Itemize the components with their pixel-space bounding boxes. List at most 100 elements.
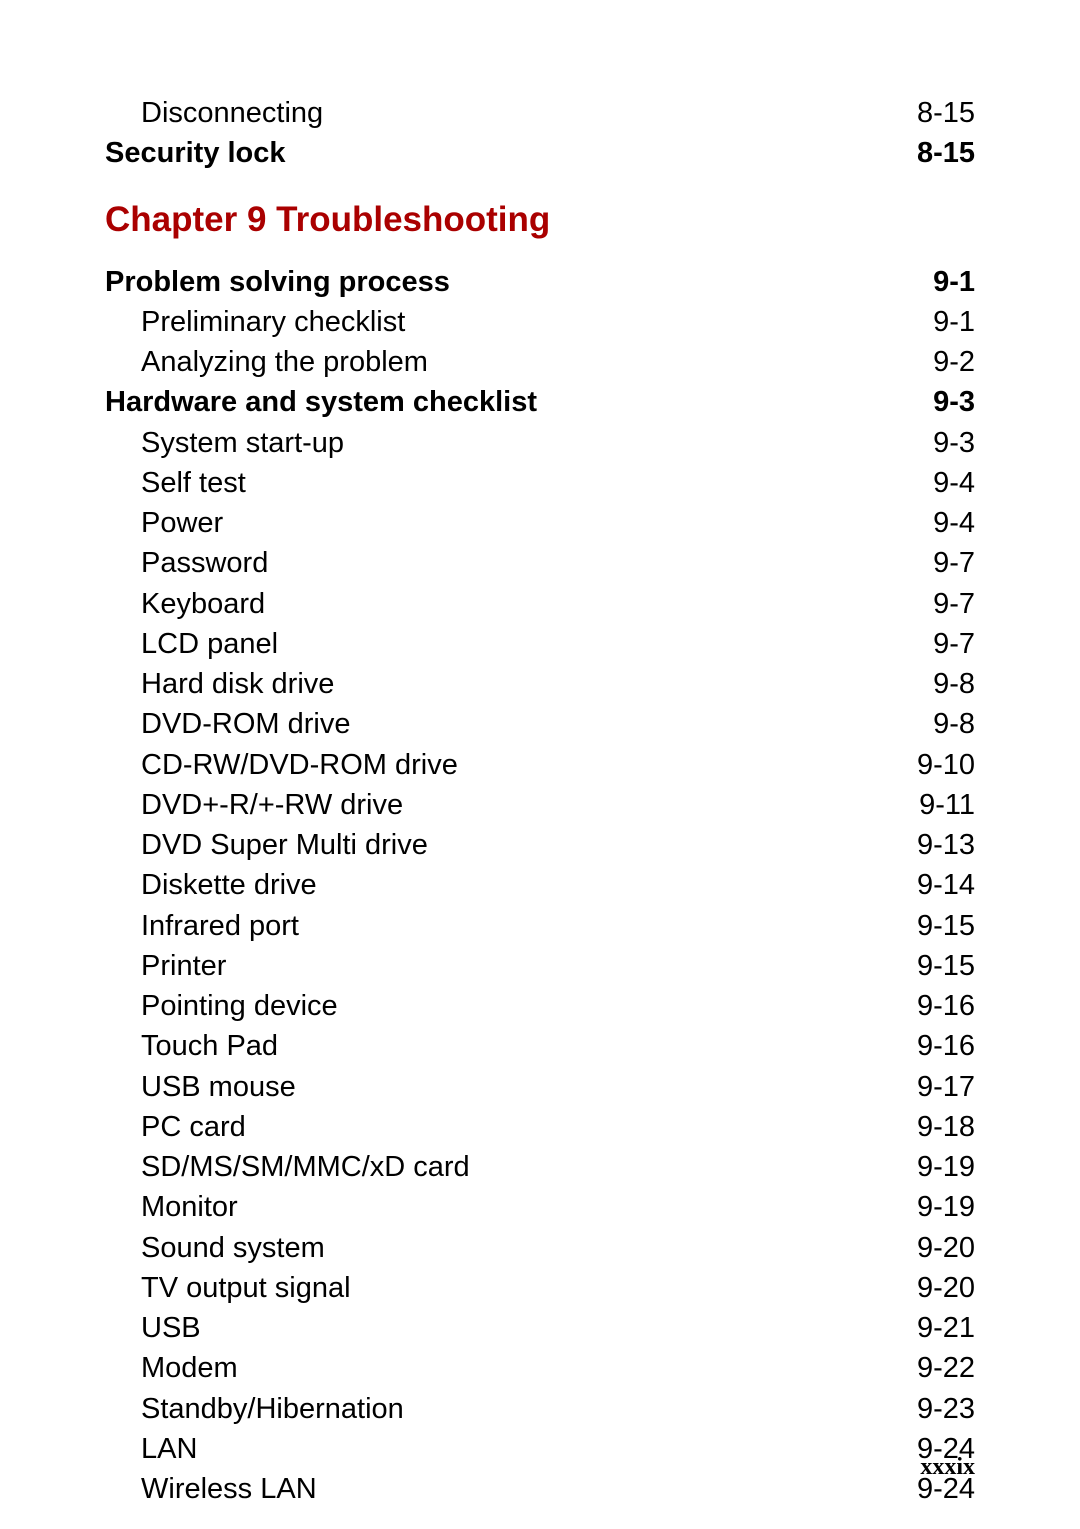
toc-row: Wireless LAN9-24	[141, 1471, 975, 1507]
toc-row: Preliminary checklist 9-1	[141, 304, 975, 340]
toc-row: DVD-ROM drive 9-8	[141, 706, 975, 742]
toc-row: Diskette drive 9-14	[141, 867, 975, 903]
toc-label: Sound system	[141, 1230, 325, 1266]
toc-page-ref: 9-19	[917, 1189, 975, 1225]
toc-label: LAN	[141, 1431, 197, 1467]
toc-row: USB mouse 9-17	[141, 1069, 975, 1105]
toc-row: Pointing device 9-16	[141, 988, 975, 1024]
toc-page-ref: 9-16	[917, 1028, 975, 1064]
toc-page-ref: 9-15	[917, 908, 975, 944]
toc-row: LCD panel 9-7	[141, 626, 975, 662]
toc-row: System start-up 9-3	[141, 425, 975, 461]
toc-row: TV output signal 9-20	[141, 1270, 975, 1306]
toc-page-ref: 9-7	[933, 545, 975, 581]
toc-row: Hardware and system checklist 9-3	[105, 384, 975, 420]
toc-page-ref: 9-15	[917, 948, 975, 984]
toc-row: SD/MS/SM/MMC/xD card 9-19	[141, 1149, 975, 1185]
toc-row: Self test 9-4	[141, 465, 975, 501]
toc-page-ref: 9-17	[917, 1069, 975, 1105]
toc-page-ref: 9-14	[917, 867, 975, 903]
toc-label: Infrared port	[141, 908, 299, 944]
toc-page-ref: 9-8	[933, 706, 975, 742]
toc-page-ref: 9-20	[917, 1230, 975, 1266]
toc-row: Infrared port 9-15	[141, 908, 975, 944]
toc-label: Keyboard	[141, 586, 265, 622]
toc-label: DVD Super Multi drive	[141, 827, 428, 863]
toc-label: Power	[141, 505, 223, 541]
toc-page-ref: 9-21	[917, 1310, 975, 1346]
toc-label: Pointing device	[141, 988, 338, 1024]
toc-page-ref: 9-1	[933, 304, 975, 340]
toc-label: Hard disk drive	[141, 666, 334, 702]
toc-page-ref: 9-3	[933, 425, 975, 461]
toc-page-ref: 9-3	[933, 384, 975, 420]
toc-label: SD/MS/SM/MMC/xD card	[141, 1149, 470, 1185]
toc-page-ref: 9-18	[917, 1109, 975, 1145]
toc-label: Disconnecting	[141, 95, 323, 131]
toc-row: Touch Pad 9-16	[141, 1028, 975, 1064]
toc-label: USB	[141, 1310, 201, 1346]
toc-page-ref: 9-16	[917, 988, 975, 1024]
toc-page-ref: 9-23	[917, 1391, 975, 1427]
toc-row: Hard disk drive 9-8	[141, 666, 975, 702]
toc-row: CD-RW/DVD-ROM drive 9-10	[141, 747, 975, 783]
toc-page-ref: 9-4	[933, 505, 975, 541]
toc-page-ref: 9-1	[933, 264, 975, 300]
toc-page-ref: 8-15	[917, 135, 975, 171]
toc-page-ref: 9-4	[933, 465, 975, 501]
toc-label: CD-RW/DVD-ROM drive	[141, 747, 458, 783]
toc-row: Security lock 8-15	[105, 135, 975, 171]
toc-page-ref: 9-7	[933, 626, 975, 662]
toc-page-ref: 9-10	[917, 747, 975, 783]
toc-page: Disconnecting8-15 Security lock 8-15 Chapt…	[0, 0, 1080, 1529]
toc-row: Printer 9-15	[141, 948, 975, 984]
toc-label: Problem solving process	[105, 264, 450, 300]
toc-page-ref: 9-11	[919, 787, 975, 823]
toc-label: Hardware and system checklist	[105, 384, 537, 420]
toc-row: DVD+-R/+-RW drive 9-11	[141, 787, 975, 823]
toc-label: Self test	[141, 465, 246, 501]
toc-row: Monitor 9-19	[141, 1189, 975, 1225]
toc-page-ref: 9-20	[917, 1270, 975, 1306]
toc-label: Diskette drive	[141, 867, 317, 903]
toc-label: Printer	[141, 948, 226, 984]
toc-row: Modem 9-22	[141, 1350, 975, 1386]
toc-label: Modem	[141, 1350, 238, 1386]
toc-row: USB 9-21	[141, 1310, 975, 1346]
toc-label: Standby/Hibernation	[141, 1391, 404, 1427]
toc-label: LCD panel	[141, 626, 278, 662]
toc-label: Preliminary checklist	[141, 304, 405, 340]
toc-label: USB mouse	[141, 1069, 296, 1105]
toc-row: Standby/Hibernation 9-23	[141, 1391, 975, 1427]
toc-label: PC card	[141, 1109, 246, 1145]
toc-row: Problem solving process 9-1	[105, 264, 975, 300]
toc-page-ref: 9-7	[933, 586, 975, 622]
toc-page-ref: 9-13	[917, 827, 975, 863]
toc-row: Disconnecting8-15	[141, 95, 975, 131]
toc-page-ref: 9-22	[917, 1350, 975, 1386]
toc-main-list: Problem solving process9-1Preliminary ch…	[105, 264, 975, 1508]
toc-label: System start-up	[141, 425, 344, 461]
toc-row: Keyboard 9-7	[141, 586, 975, 622]
toc-row: Analyzing the problem 9-2	[141, 344, 975, 380]
toc-label: Analyzing the problem	[141, 344, 428, 380]
toc-label: Touch Pad	[141, 1028, 278, 1064]
toc-row: PC card 9-18	[141, 1109, 975, 1145]
chapter-heading: Chapter 9 Troubleshooting	[105, 200, 975, 240]
toc-row: LAN9-24	[141, 1431, 975, 1467]
toc-label: Security lock	[105, 135, 286, 171]
toc-page-ref: 9-19	[917, 1149, 975, 1185]
toc-row: Power 9-4	[141, 505, 975, 541]
toc-row: DVD Super Multi drive 9-13	[141, 827, 975, 863]
toc-page-ref: 9-8	[933, 666, 975, 702]
toc-page-ref: 9-2	[933, 344, 975, 380]
toc-label: TV output signal	[141, 1270, 351, 1306]
toc-label: Password	[141, 545, 268, 581]
toc-row: Sound system 9-20	[141, 1230, 975, 1266]
page-number-footer: xxxix	[920, 1454, 975, 1481]
toc-label: DVD-ROM drive	[141, 706, 350, 742]
toc-label: DVD+-R/+-RW drive	[141, 787, 403, 823]
toc-pre-list: Disconnecting8-15 Security lock 8-15	[105, 95, 975, 172]
toc-row: Password 9-7	[141, 545, 975, 581]
toc-label: Monitor	[141, 1189, 238, 1225]
